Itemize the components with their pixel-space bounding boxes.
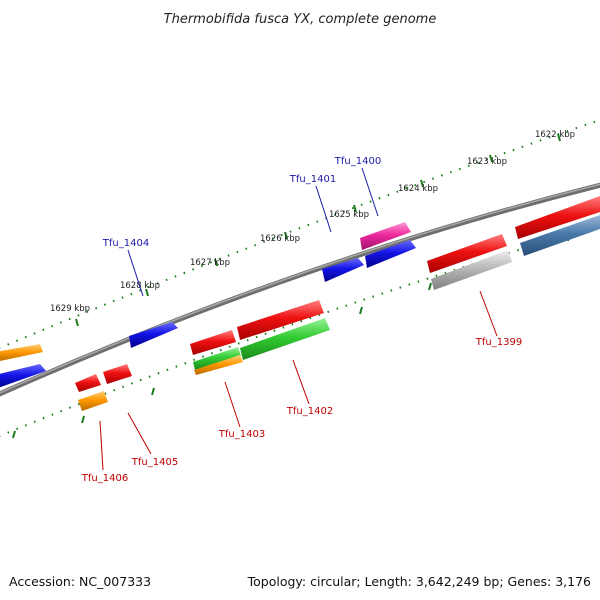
gene-label-tfu-1400[interactable]: Tfu_1400 bbox=[334, 156, 381, 167]
scale-label-1625: 1625 kbp bbox=[329, 210, 369, 220]
scale-label-1622: 1622 kbp bbox=[535, 130, 575, 140]
gene-label-tfu-1401[interactable]: Tfu_1401 bbox=[289, 174, 336, 185]
gene-arrow-tfu-1400 bbox=[360, 222, 411, 250]
map-title: Thermobifida fusca YX, complete genome bbox=[164, 12, 437, 27]
accession-text: Accession: NC_007333 bbox=[9, 574, 151, 589]
gene-arrow-red-small-1 bbox=[75, 374, 101, 392]
gene-arrow-blue-2 bbox=[365, 240, 416, 268]
scale-label-1629: 1629 kbp bbox=[50, 304, 90, 314]
gene-arrow-tfu-1401 bbox=[322, 258, 364, 282]
gene-arrow-red-1 bbox=[190, 330, 236, 355]
topology-text: Topology: circular; Length: 3,642,249 bp… bbox=[247, 574, 591, 589]
gene-label-tfu-1405[interactable]: Tfu_1405 bbox=[131, 457, 178, 468]
gene-label-tfu-1404[interactable]: Tfu_1404 bbox=[102, 238, 149, 249]
genome-backbone bbox=[0, 182, 600, 397]
reverse-strand-genes bbox=[75, 215, 600, 411]
gene-arrow-tfu-1402 bbox=[240, 318, 330, 360]
gene-arrow-tfu-1404 bbox=[129, 322, 178, 348]
gene-arrow-red-small-2 bbox=[103, 364, 132, 384]
scale-label-1627: 1627 kbp bbox=[190, 258, 230, 268]
gene-label-tfu-1403[interactable]: Tfu_1403 bbox=[218, 429, 265, 440]
gene-arrow-gray-1399 bbox=[431, 250, 512, 290]
forward-strand-genes bbox=[0, 196, 600, 388]
gene-arrow-orange-left bbox=[0, 344, 43, 361]
scale-label-1623: 1623 kbp bbox=[467, 157, 507, 167]
scale-label-1624: 1624 kbp bbox=[398, 184, 438, 194]
leader-lines bbox=[99, 167, 498, 471]
gene-arrow-green-1403 bbox=[193, 347, 241, 370]
gene-label-tfu-1402[interactable]: Tfu_1402 bbox=[286, 406, 333, 417]
outer-major-ticks bbox=[75, 133, 561, 327]
gene-arrow-steel-right bbox=[520, 215, 600, 256]
gene-arrow-red-2 bbox=[237, 300, 324, 340]
gene-arrow-red-right bbox=[515, 196, 600, 239]
gene-label-tfu-1406[interactable]: Tfu_1406 bbox=[81, 473, 128, 484]
gene-arrow-orange-1403 bbox=[194, 355, 243, 375]
gene-arrow-tfu-1399 bbox=[427, 234, 507, 273]
scale-label-1626: 1626 kbp bbox=[260, 234, 300, 244]
gene-arrow-blue-left bbox=[0, 364, 46, 388]
gene-arrow-tfu-1406 bbox=[78, 391, 108, 411]
gene-label-tfu-1399[interactable]: Tfu_1399 bbox=[475, 337, 522, 348]
